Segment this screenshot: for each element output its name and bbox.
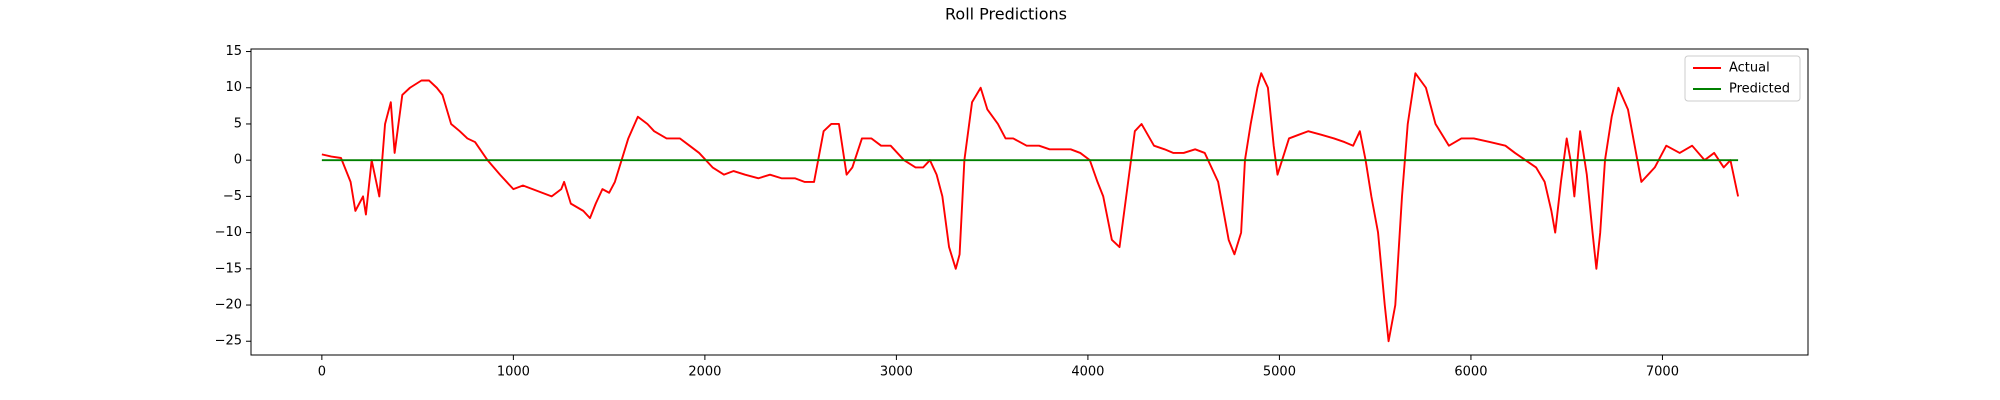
- x-tick-label: 6000: [1454, 365, 1487, 380]
- y-tick-label: 0: [234, 153, 242, 168]
- y-tick-label: −10: [215, 225, 242, 240]
- y-tick-label: −5: [223, 189, 242, 204]
- x-tick-label: 4000: [1071, 365, 1104, 380]
- x-tick-label: 5000: [1263, 365, 1296, 380]
- y-tick-label: 5: [234, 116, 242, 131]
- chart-title: Roll Predictions: [945, 5, 1067, 24]
- x-tick-label: 7000: [1646, 365, 1679, 380]
- x-tick-label: 1000: [497, 365, 530, 380]
- x-tick-label: 2000: [688, 365, 721, 380]
- y-tick-label: 15: [225, 44, 242, 59]
- y-tick-label: −20: [215, 298, 242, 313]
- legend-label: Predicted: [1729, 82, 1790, 97]
- x-tick-label: 3000: [880, 365, 913, 380]
- y-tick-label: −25: [215, 334, 242, 349]
- legend-label: Actual: [1729, 61, 1770, 76]
- x-tick-label: 0: [318, 365, 326, 380]
- plot-frame: [250, 48, 1809, 356]
- data-line: [321, 72, 1740, 343]
- y-tick-label: −15: [215, 261, 242, 276]
- y-tick-label: 10: [225, 80, 242, 95]
